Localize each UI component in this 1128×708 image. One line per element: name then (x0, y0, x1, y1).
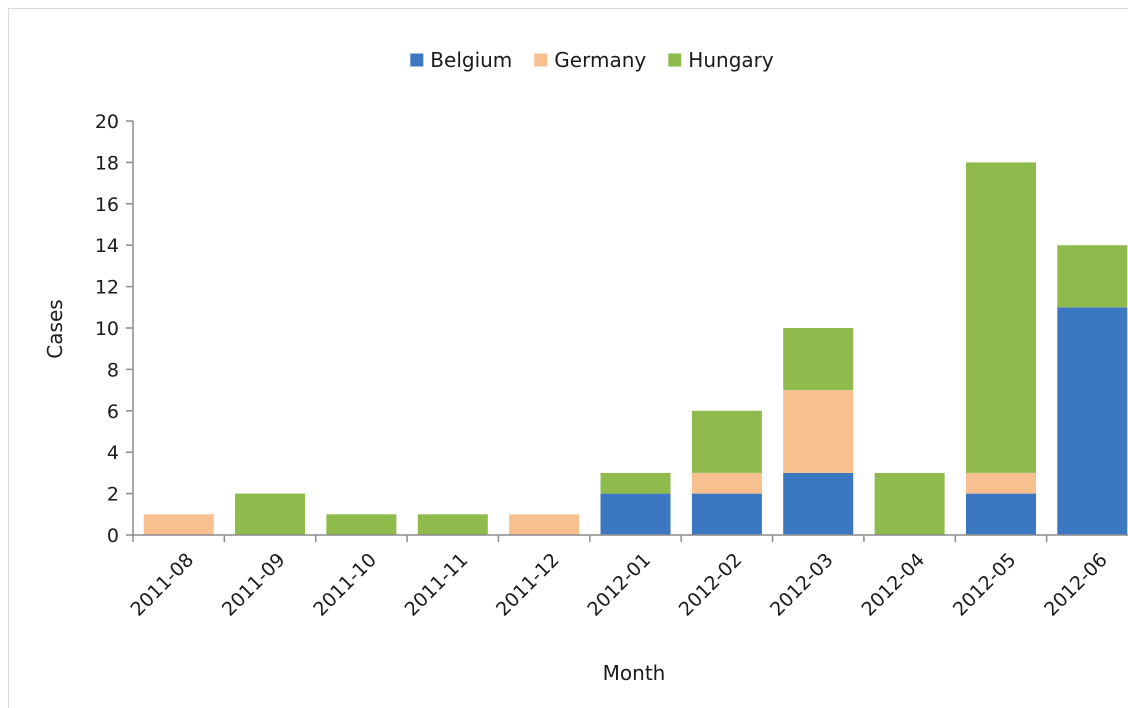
y-tick-label: 6 (107, 401, 119, 423)
bar-hungary-2012-01 (600, 472, 671, 494)
stacked-bar-chart: Belgium Germany Hungary 02468101214161820 … (43, 48, 1128, 685)
x-tick-label-2012-03: 2012-03 (766, 549, 838, 621)
legend-label: Belgium (430, 48, 512, 72)
y-tick-label: 2 (107, 484, 119, 506)
x-tick-label-2011-10: 2011-10 (309, 549, 381, 621)
bar-belgium-2012-02 (691, 493, 762, 535)
bar-hungary-2011-11 (417, 514, 488, 535)
bar-belgium-2012-03 (783, 472, 854, 535)
bar-germany-2012-02 (691, 472, 762, 494)
y-tick-label: 14 (95, 235, 119, 257)
bar-hungary-2011-10 (326, 514, 397, 535)
x-axis-title: Month (603, 661, 666, 685)
y-axis-title: Cases (43, 299, 67, 358)
y-tick-label: 4 (107, 442, 119, 464)
x-tick-label-2012-04: 2012-04 (857, 549, 929, 621)
bar-germany-2011-12 (509, 514, 580, 535)
y-tick-label: 16 (95, 194, 119, 216)
chart-frame (8, 8, 1128, 708)
bar-hungary-2012-04 (874, 472, 945, 535)
y-tick-label: 12 (95, 277, 119, 299)
y-tick-label: 20 (95, 111, 119, 133)
x-tick-label-2012-06: 2012-06 (1040, 549, 1112, 621)
bar-germany-2011-08 (143, 514, 214, 535)
x-tick-label-2012-01: 2012-01 (583, 549, 655, 621)
bar-hungary-2011-09 (235, 493, 305, 535)
y-axis: 0 2 4 6 8 10 12 14 16 18 20 (95, 111, 134, 547)
legend-item-germany: Germany (534, 48, 646, 72)
bar-belgium-2012-05 (966, 493, 1036, 535)
bar-hungary-2012-02 (691, 410, 762, 473)
x-axis: 2011-08 2011-09 2011-10 2011-11 2011-12 2012-… (127, 534, 1128, 621)
legend-item-hungary: Hungary (668, 48, 774, 72)
bar-hungary-2012-05 (966, 162, 1036, 473)
x-tick-label-2012-05: 2012-05 (949, 549, 1021, 621)
legend-swatch (668, 53, 682, 67)
x-tick-label-2011-09: 2011-09 (218, 549, 290, 621)
legend-swatch (534, 53, 548, 67)
x-tick-label-2011-11: 2011-11 (401, 549, 473, 621)
legend-label: Hungary (688, 48, 774, 72)
bar-germany-2012-03 (783, 390, 854, 473)
legend: Belgium Germany Hungary (410, 48, 774, 72)
x-tick-label-2011-12: 2011-12 (492, 549, 564, 621)
y-tick-label: 8 (107, 359, 119, 381)
bar-hungary-2012-06 (1057, 245, 1128, 308)
bar-hungary-2012-03 (783, 328, 854, 391)
y-tick-label: 10 (95, 318, 119, 340)
y-tick-label: 18 (95, 152, 119, 174)
x-tick-label-2012-02: 2012-02 (675, 549, 747, 621)
bar-germany-2012-05 (966, 472, 1036, 494)
bars (143, 162, 1128, 535)
legend-item-belgium: Belgium (410, 48, 512, 72)
bar-belgium-2012-01 (600, 493, 671, 535)
legend-swatch (410, 53, 424, 67)
bar-belgium-2012-06 (1057, 307, 1128, 535)
x-tick-label-2011-08: 2011-08 (127, 549, 199, 621)
y-tick-label: 0 (107, 525, 119, 547)
legend-label: Germany (554, 48, 646, 72)
